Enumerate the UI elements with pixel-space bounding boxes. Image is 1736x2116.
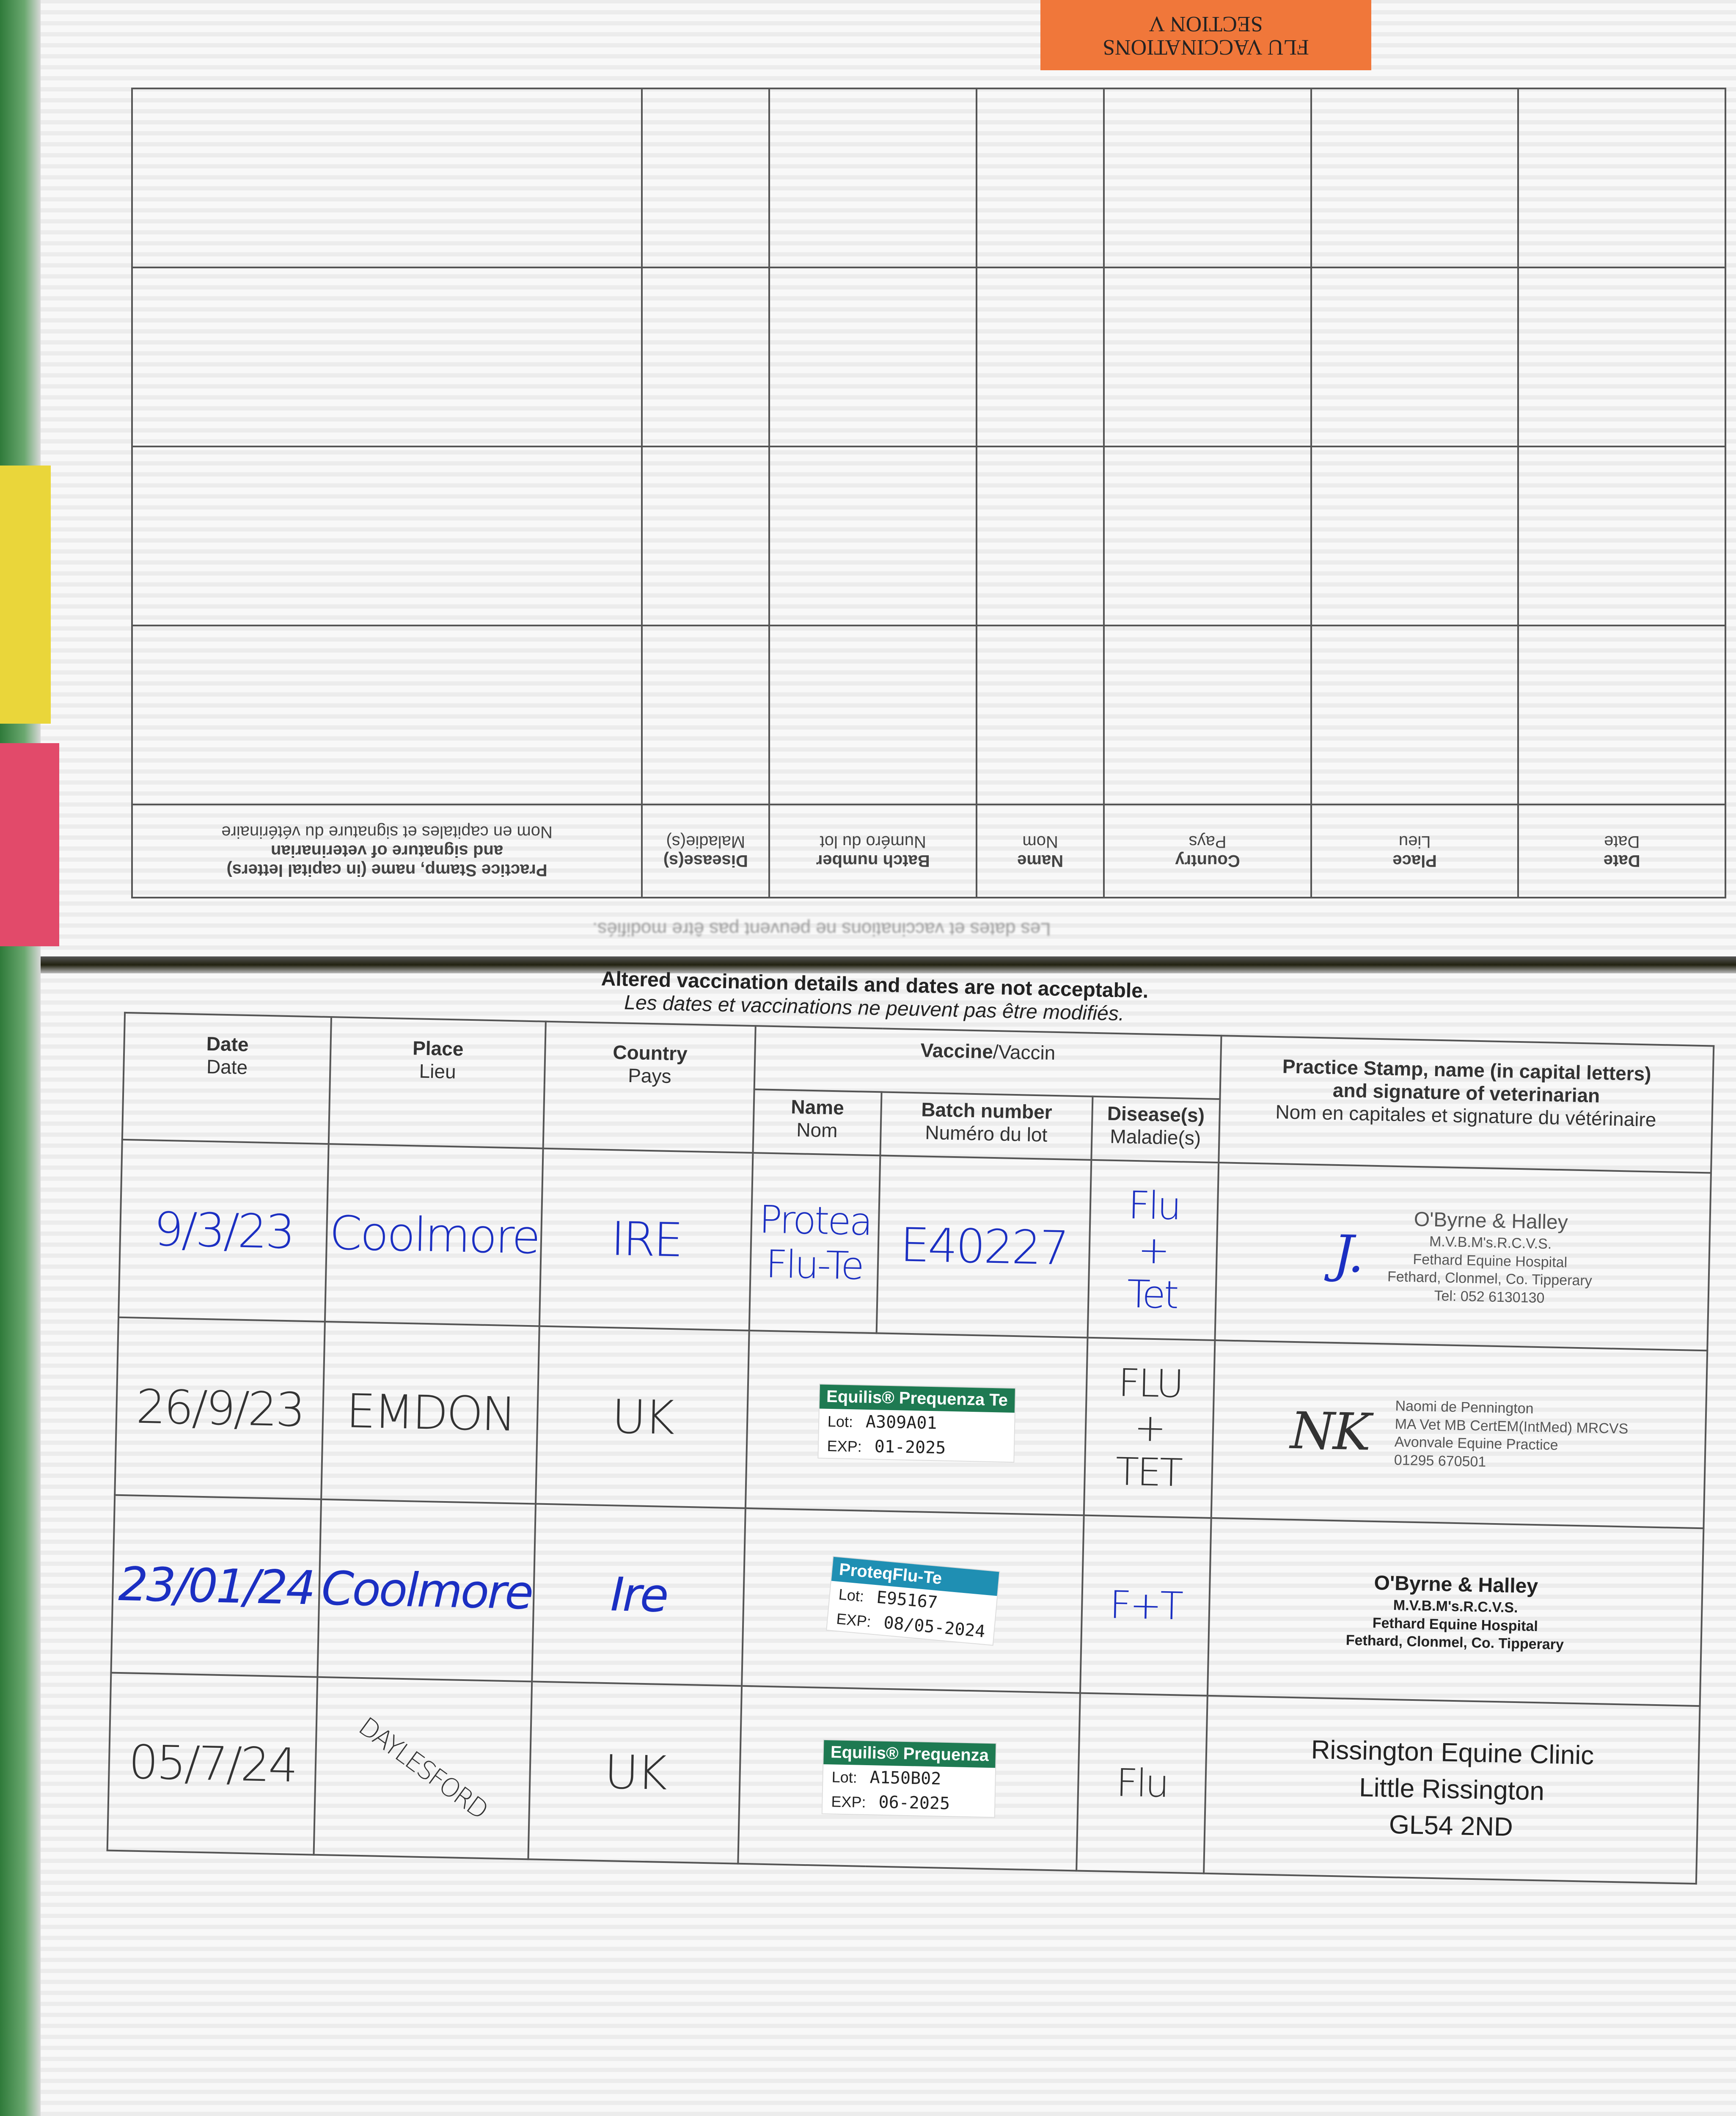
header-name: Name Nom: [753, 1089, 882, 1156]
header-batch: Batch number Numéro du lot: [880, 1092, 1093, 1160]
header-place: Place Lieu: [1311, 805, 1519, 898]
vaccination-table: Date Date Place Lieu Country Pays Vaccine/V…: [107, 1012, 1715, 1904]
header-disease: Disease(s) Maladie(s): [1091, 1096, 1220, 1163]
vaccine-sticker: Equilis® Prequenza Te Lot: A309A01 EXP: 01…: [818, 1384, 1015, 1462]
yellow-tab-marker: [0, 466, 51, 724]
entry-country: Ire: [532, 1504, 746, 1686]
entry-stamp: J. O'Byrne & Halley M.V.B.M's.R.C.V.S. Fet…: [1215, 1163, 1711, 1351]
header-stamp: Practice Stamp, name (in capital letters…: [1218, 1036, 1714, 1173]
entry-disease: F+T: [1080, 1515, 1211, 1696]
page-gutter: [41, 956, 1736, 973]
vaccine-sticker: ProteqFlu-Te Lot: E95167 EXP: 08/05-2024: [827, 1557, 999, 1645]
entry-date: 05/7/24: [107, 1672, 318, 1855]
table-row: 26/9/23 EMDON UK Equilis® Prequenza Te L…: [115, 1317, 1708, 1529]
entry-date: 23/01/24: [111, 1495, 322, 1677]
entry-place: Coolmore: [317, 1499, 536, 1682]
empty-row: [132, 267, 1725, 446]
veterinarian-signature: NK: [1290, 1401, 1370, 1462]
entry-stamp: NK Naomi de Pennington MA Vet MB CertEM(I…: [1211, 1340, 1708, 1529]
practice-stamp: Rissington Equine Clinic Little Rissingto…: [1311, 1735, 1594, 1842]
section-tab: FLU VACCINATIONS SECTION V: [1040, 0, 1371, 70]
header-country: Country Pays: [1104, 805, 1311, 898]
header-batch: Batch number Numéro du lot: [769, 805, 977, 898]
header-row: Date Date Place Lieu Country Pays Name Nom B…: [132, 805, 1725, 898]
header-stamp: Practice Stamp, name (in capital letters…: [132, 805, 642, 898]
entry-stamp: Rissington Equine Clinic Little Rissingto…: [1203, 1695, 1700, 1884]
entry-place: Coolmore: [325, 1144, 543, 1326]
upper-page-table-inverted: Date Date Place Lieu Country Pays Name Nom B…: [131, 88, 1726, 898]
header-vaccine: Vaccine/Vaccin: [754, 1026, 1222, 1099]
section-title: FLU VACCINATIONS: [1103, 35, 1309, 59]
entry-vaccine-name: Protea Flu-Te: [749, 1153, 880, 1334]
pink-tab-marker: [0, 743, 59, 946]
vaccine-sticker: Equilis® Prequenza Lot: A150B02 EXP: 06-20…: [822, 1740, 996, 1817]
header-name: Name Nom: [977, 805, 1104, 898]
section-number: SECTION V: [1149, 12, 1263, 36]
table-row: 23/01/24 Coolmore Ire ProteqFlu-Te Lot: E…: [111, 1495, 1704, 1706]
entry-vaccine-label: Equilis® Prequenza Lot: A150B02 EXP: 06-20…: [738, 1686, 1081, 1871]
table-row: 05/7/24 DAYLESFORD UK Equilis® Prequenza…: [107, 1633, 1700, 1904]
empty-row: [132, 88, 1725, 267]
inverted-warning-bleed: Les dates et vaccinations ne peuvent pas…: [592, 919, 1051, 940]
veterinarian-signature: J.: [1332, 1224, 1363, 1284]
empty-row: [132, 625, 1725, 805]
entry-disease: FLU + TET: [1084, 1337, 1215, 1518]
entry-disease: Flu: [1076, 1693, 1208, 1874]
entry-place: EMDON: [321, 1321, 540, 1504]
header-disease: Disease(s) Maladie(s): [642, 805, 770, 898]
entry-country: IRE: [539, 1148, 753, 1331]
entry-batch: E40227: [876, 1155, 1092, 1338]
header-date: Date Date: [122, 1012, 332, 1144]
header-date: Date Date: [1518, 805, 1725, 898]
empty-row: [132, 446, 1725, 625]
entry-date: 26/9/23: [115, 1317, 325, 1499]
header-country: Country Pays: [543, 1021, 756, 1153]
entry-disease: Flu + Tet: [1087, 1160, 1219, 1341]
entry-vaccine-label: Equilis® Prequenza Te Lot: A309A01 EXP: 01…: [745, 1330, 1088, 1515]
practice-stamp: O'Byrne & Halley M.V.B.M's.R.C.V.S. Fethar…: [1345, 1572, 1564, 1653]
entry-stamp: O'Byrne & Halley M.V.B.M's.R.C.V.S. Fethar…: [1207, 1518, 1704, 1706]
table-row: 9/3/23 Coolmore IRE Protea Flu-Te E40227 …: [118, 1139, 1711, 1351]
passport-cover-edge: [0, 0, 41, 2116]
entry-vaccine-label: ProteqFlu-Te Lot: E95167 EXP: 08/05-2024: [742, 1508, 1084, 1693]
entry-country: UK: [536, 1326, 749, 1508]
entry-country: UK: [528, 1681, 742, 1864]
practice-stamp: O'Byrne & Halley M.V.B.M's.R.C.V.S. Fethar…: [1387, 1208, 1593, 1306]
entry-date: 9/3/23: [118, 1139, 329, 1322]
practice-stamp: Naomi de Pennington MA Vet MB CertEM(IntM…: [1394, 1397, 1629, 1470]
header-place: Place Lieu: [328, 1017, 546, 1149]
